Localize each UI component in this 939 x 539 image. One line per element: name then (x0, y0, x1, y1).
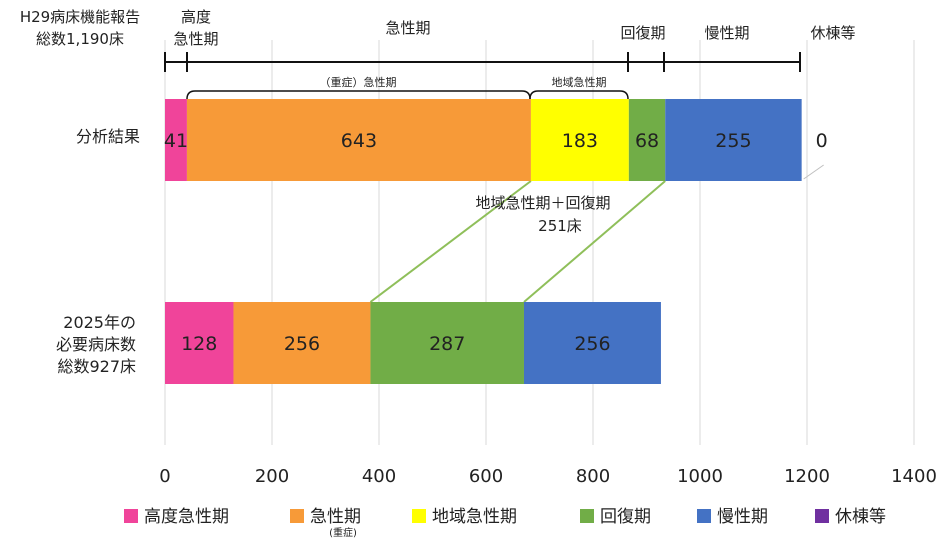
legend-swatch-0 (124, 509, 138, 523)
legend-swatch-5 (815, 509, 829, 523)
bar-1-0 (165, 302, 234, 384)
span-label-acute: 急性期 (385, 19, 430, 37)
legend-label-4: 慢性期 (717, 506, 768, 527)
x-tick-label-6: 1200 (784, 466, 830, 487)
x-tick-label-4: 800 (576, 466, 610, 487)
bar-1-3 (370, 302, 524, 384)
data-label-0-1: 643 (341, 130, 377, 152)
annotation-line2: 251床 (538, 217, 582, 235)
legend-label-0: 高度急性期 (144, 507, 229, 527)
data-label-1-0: 128 (181, 333, 217, 355)
span-label-chronic: 慢性期 (704, 24, 749, 42)
data-label-1-1: 256 (284, 333, 320, 355)
x-tick-label-2: 400 (362, 466, 396, 487)
span-label-high-line1: 高度 (181, 8, 211, 26)
row-label-required-line2: 必要病床数 (56, 335, 136, 354)
legend-swatch-3 (580, 509, 594, 523)
legend-swatch-4 (697, 509, 711, 523)
bracket-label-community-acute: 地域急性期 (552, 75, 607, 89)
data-label-0-5: 0 (816, 130, 828, 152)
legend-label-3: 回復期 (600, 507, 651, 527)
row-label-analysis: 分析結果 (76, 127, 140, 146)
report-total: 総数1,190床 (36, 30, 124, 48)
x-tick-label-3: 600 (469, 466, 503, 487)
legend-swatch-1 (290, 509, 304, 523)
connector-lines (369, 164, 824, 303)
x-tick-label-1: 200 (255, 466, 289, 487)
data-label-1-4: 256 (574, 333, 610, 355)
data-label-0-4: 255 (715, 130, 751, 152)
legend: 高度急性期 急性期 地域急性期 回復期 慢性期 休棟等 (124, 506, 886, 527)
bar-0-3 (628, 99, 666, 181)
x-tick-label-7: 1400 (891, 466, 937, 487)
legend-label-1: 急性期 (310, 507, 361, 527)
data-label-0-0: 41 (164, 130, 188, 152)
span-label-high-line2: 急性期 (173, 30, 218, 48)
data-label-0-3: 68 (635, 130, 659, 152)
legend-label-2: 地域急性期 (432, 507, 517, 527)
bar-1-1 (233, 302, 371, 384)
legend-sub-label: (重症) (329, 526, 357, 539)
x-tick-label-5: 1000 (677, 466, 723, 487)
bar-1-4 (523, 302, 661, 384)
connector-left (369, 180, 532, 303)
bar-0-0 (165, 99, 187, 181)
data-labels: 41 643 183 68 255 0 128 256 287 256 (164, 130, 828, 355)
bar-0-2 (530, 99, 629, 181)
data-label-1-3: 287 (429, 333, 465, 355)
legend-swatch-2 (412, 509, 426, 523)
x-tick-label-0: 0 (159, 466, 170, 487)
bar-0-4 (665, 99, 802, 181)
bar-0-1 (186, 99, 531, 181)
report-title: H29病床機能報告 (20, 8, 140, 26)
legend-label-5: 休棟等 (835, 507, 886, 527)
data-label-0-2: 183 (562, 130, 598, 152)
x-tick-labels: 0 200 400 600 800 1000 1200 1400 (159, 466, 937, 487)
leader-closed (803, 164, 824, 180)
connector-right (523, 180, 666, 303)
span-label-recovery: 回復期 (620, 24, 665, 42)
span-label-closed: 休棟等 (810, 24, 855, 42)
row-label-required-line1: 2025年の (63, 313, 136, 332)
bars (165, 99, 802, 384)
sub-brackets (186, 90, 629, 100)
row-label-required-line3: 総数927床 (57, 357, 136, 376)
span-ruler (164, 52, 801, 72)
bracket-label-severe-acute: （重症）急性期 (320, 75, 397, 89)
annotation-line1: 地域急性期＋回復期 (475, 194, 610, 212)
